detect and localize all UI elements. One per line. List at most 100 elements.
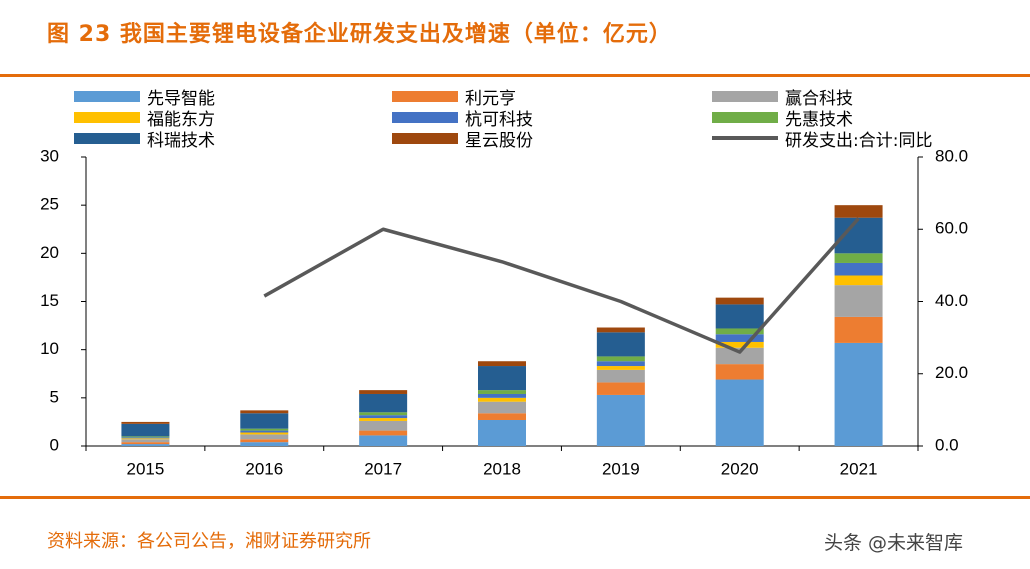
bar-segment [359,412,408,416]
right-tick-label: 20.0 [935,363,968,382]
watermark: 头条 @未来智库 [824,532,964,554]
legend-item: 先导智能 [74,86,215,109]
left-tick-label: 30 [40,146,59,165]
bar-segment [715,304,764,329]
bar-segment [596,382,645,395]
bar-segment [478,397,526,402]
left-tick-label: 0 [50,435,59,454]
legend-label: 利元亨 [465,88,516,109]
bottom-divider [0,496,1030,499]
bar-segment [596,366,645,370]
bar-segment [715,297,764,305]
bar-segment [121,437,170,439]
bar-segment [834,275,883,286]
x-tick-label: 2020 [721,459,759,478]
bar-segment [715,341,764,348]
legend-swatch [392,111,458,123]
top-divider [0,74,1030,77]
legend-swatch [392,90,458,102]
legend-swatch [74,90,140,102]
bar-segment [240,439,289,443]
bar-segment [834,285,883,317]
legend-label: 先导智能 [147,88,215,109]
legend-swatch-line [712,136,778,140]
left-tick-label: 25 [40,195,59,214]
growth-line [263,217,860,354]
bar-segment [240,430,289,433]
right-tick-label: 80.0 [935,146,968,165]
right-tick-label: 40.0 [935,291,968,310]
legend-item: 科瑞技术 [74,128,215,151]
bar-segment [359,393,408,413]
legend-swatch [712,111,778,123]
legend-label: 研发支出:合计:同比 [785,130,933,151]
legend-label: 杭可科技 [465,109,533,130]
bar-segment [478,361,526,367]
bar-segment [478,366,526,391]
legend-swatch [74,111,140,123]
legend-swatch [712,90,778,102]
bar-segment [240,410,289,414]
x-tick-label: 2016 [245,459,283,478]
bar-segment [240,434,289,440]
bar-segment [834,262,883,276]
bar-segment [834,205,883,218]
bar-segment [478,401,526,414]
bar-segment [359,418,408,421]
legend-swatch [392,132,458,144]
x-tick-label: 2019 [602,459,640,478]
bar-segment [715,379,764,446]
legend-item: 赢合科技 [712,86,853,109]
bar-segment [240,428,289,431]
legend-item: 利元亨 [392,86,516,109]
bar-segment [121,438,170,440]
legend-item: 福能东方 [74,107,215,130]
bar-segment [121,423,170,437]
bar-segment [715,364,764,380]
bar-segment [359,415,408,419]
bar-segment [715,328,764,335]
right-tick-label: 0.0 [935,435,959,454]
bar-segment [359,390,408,394]
bar-segment [596,369,645,383]
bar-segment [121,444,170,446]
legend-item: 杭可科技 [392,107,533,130]
bar-segment [834,253,883,263]
bar-segment [478,390,526,394]
bar-segment [359,430,408,436]
legend-item: 先惠技术 [712,107,853,130]
bar-segment [359,420,408,431]
legend-label: 科瑞技术 [147,130,215,151]
bar-segment [596,394,645,446]
bar-segment [834,342,883,446]
legend-item: 星云股份 [392,128,533,151]
left-tick-label: 15 [40,291,59,310]
source-note: 资料来源：各公司公告，湘财证券研究所 [47,531,371,552]
left-tick-label: 5 [50,387,59,406]
bar-segment [596,332,645,357]
x-tick-label: 2017 [364,459,402,478]
left-tick-label: 10 [40,339,59,358]
bar-segment [715,334,764,342]
bar-segment [596,356,645,362]
legend-label: 星云股份 [465,130,533,151]
legend-item: 研发支出:合计:同比 [712,128,933,151]
bar-segment [240,432,289,435]
left-tick-label: 20 [40,243,59,262]
bar-segment [478,393,526,398]
legend-label: 先惠技术 [785,109,853,130]
bar-segment [834,316,883,343]
bar-segment [121,442,170,445]
legend-label: 福能东方 [147,109,215,130]
bar-segment [121,421,170,424]
bar-segment [478,413,526,420]
bar-segment [240,442,289,446]
right-tick-label: 60.0 [935,219,968,238]
bar-segment [359,435,408,446]
bar-segment [596,361,645,367]
bar-segment [121,436,170,438]
legend-swatch [74,132,140,144]
legend-label: 赢合科技 [785,88,853,109]
bar-segment [478,419,526,446]
